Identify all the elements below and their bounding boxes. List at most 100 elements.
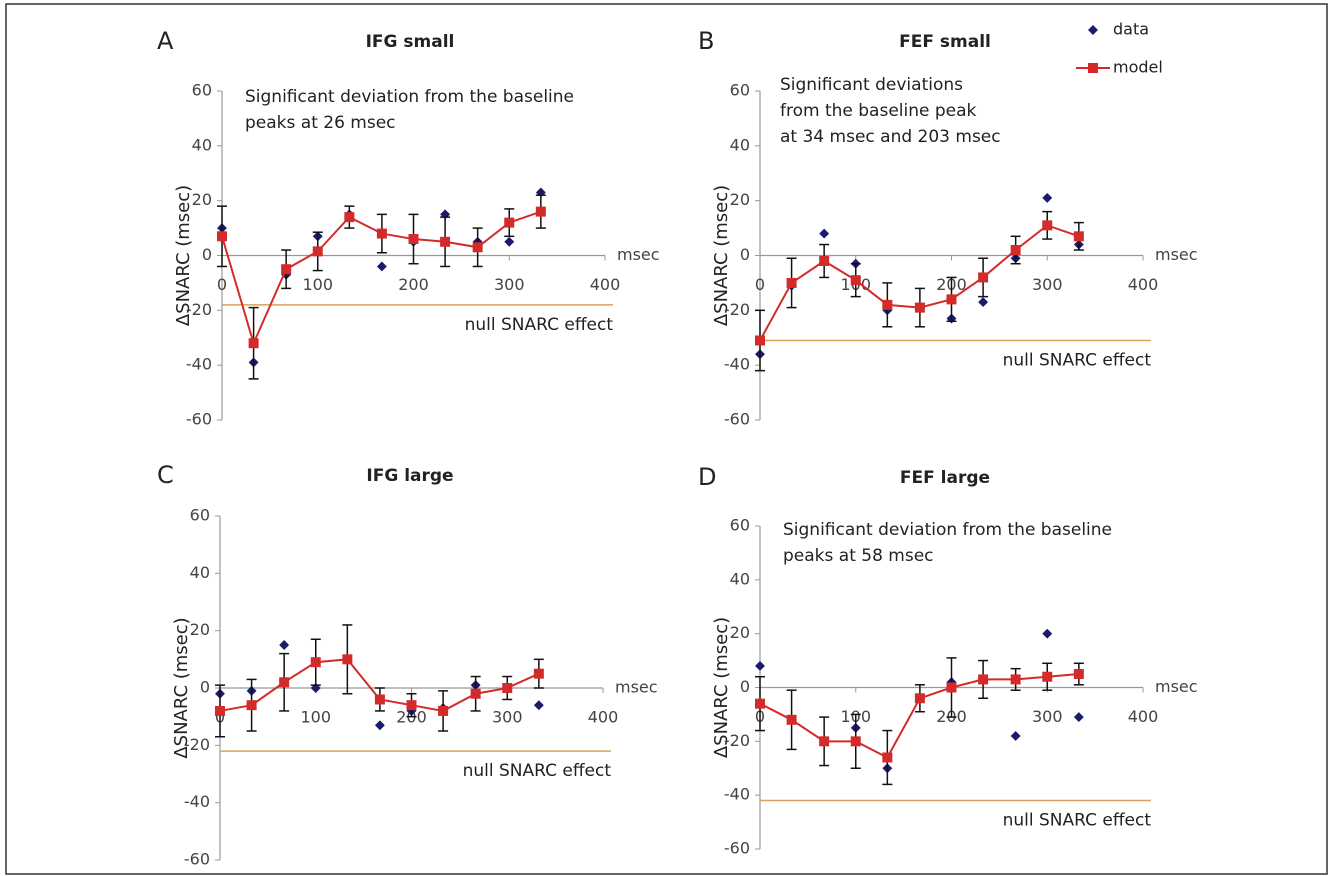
model-point	[978, 272, 989, 283]
panel-title: IFG small	[366, 32, 455, 52]
model-point	[310, 657, 321, 668]
legend-marker	[1088, 25, 1098, 35]
x-tick-label: 400	[590, 275, 621, 294]
data-point	[819, 228, 830, 239]
y-tick-label: 20	[190, 620, 210, 639]
x-tick-label: 200	[398, 275, 429, 294]
model-point	[819, 255, 830, 266]
data-point	[374, 720, 385, 731]
x-axis-label: msec	[1155, 245, 1198, 264]
y-tick-label: -60	[184, 850, 210, 869]
model-point	[533, 668, 544, 679]
x-tick-label: 0	[755, 275, 765, 294]
y-axis-label: ΔSNARC (msec)	[173, 185, 194, 326]
null-label: null SNARC effect	[1003, 350, 1152, 370]
model-point	[312, 246, 323, 257]
model-point	[914, 302, 925, 313]
null-label: null SNARC effect	[463, 761, 612, 781]
model-point	[440, 236, 451, 247]
model-point	[535, 206, 546, 217]
x-tick-label: 400	[1128, 707, 1159, 726]
x-tick-label: 300	[1032, 275, 1063, 294]
panel-letter: C	[157, 461, 174, 489]
x-axis-label: msec	[617, 245, 660, 264]
model-point	[408, 234, 419, 245]
annotation: from the baseline peak	[780, 101, 977, 121]
model-point	[978, 674, 989, 685]
model-point	[504, 217, 515, 228]
y-tick-label: 0	[740, 677, 750, 696]
x-axis-label: msec	[1155, 677, 1198, 696]
y-tick-label: 40	[190, 563, 210, 582]
model-point	[279, 677, 290, 688]
y-axis-label: ΔSNARC (msec)	[171, 617, 192, 758]
y-tick-label: -20	[724, 300, 750, 319]
data-point	[755, 661, 765, 671]
y-tick-label: -60	[186, 410, 212, 429]
x-tick-label: 300	[494, 275, 525, 294]
data-point	[1010, 731, 1021, 741]
legend-marker	[1088, 63, 1098, 73]
y-tick-label: 20	[730, 190, 750, 209]
data-point	[533, 700, 544, 711]
panel-title: IFG large	[366, 466, 453, 486]
model-point	[786, 277, 797, 288]
panel-letter: B	[698, 27, 714, 55]
data-point	[279, 640, 290, 650]
y-tick-label: 20	[192, 190, 212, 209]
data-point	[1042, 628, 1053, 639]
model-point	[281, 264, 292, 275]
model-point	[502, 683, 513, 693]
x-tick-label: 100	[302, 275, 333, 294]
null-label: null SNARC effect	[465, 315, 614, 335]
model-point	[850, 275, 861, 286]
y-tick-label: -20	[724, 731, 750, 750]
y-tick-label: -20	[186, 300, 212, 319]
model-point	[1073, 231, 1084, 242]
model-point	[1042, 220, 1053, 231]
y-tick-label: -40	[724, 355, 750, 374]
annotation: peaks at 26 msec	[245, 113, 396, 133]
y-tick-label: -40	[184, 792, 210, 811]
model-point	[374, 694, 385, 705]
model-point	[786, 714, 797, 725]
model-point	[470, 688, 481, 699]
panel-title: FEF large	[900, 468, 990, 488]
null-label: null SNARC effect	[1003, 811, 1152, 831]
model-point	[755, 698, 765, 709]
data-point	[978, 297, 989, 308]
x-tick-label: 300	[492, 708, 523, 727]
y-axis-label: ΔSNARC (msec)	[711, 185, 732, 326]
frame	[5, 3, 1328, 875]
y-tick-label: 60	[730, 81, 750, 100]
annotation: at 34 msec and 203 msec	[780, 127, 1001, 147]
legend-label: data	[1113, 20, 1149, 39]
model-point	[344, 212, 355, 223]
y-tick-label: 40	[730, 569, 750, 588]
model-point	[946, 294, 957, 305]
y-axis-label: ΔSNARC (msec)	[711, 617, 732, 758]
panel-letter: A	[157, 27, 174, 55]
y-tick-label: 40	[192, 135, 212, 154]
y-tick-label: -60	[724, 410, 750, 429]
data-point	[376, 261, 387, 272]
model-point	[246, 700, 257, 711]
y-tick-label: -20	[184, 735, 210, 754]
x-tick-label: 400	[588, 708, 619, 727]
model-point	[882, 299, 893, 310]
y-tick-label: 60	[190, 506, 210, 525]
model-point	[1042, 671, 1053, 682]
annotation: Significant deviation from the baseline	[245, 87, 574, 107]
panel-title: FEF small	[899, 32, 991, 52]
x-tick-label: 100	[300, 708, 331, 727]
y-tick-label: -60	[724, 839, 750, 858]
model-point	[1010, 674, 1021, 685]
annotation: Significant deviation from the baseline	[783, 520, 1112, 540]
model-point	[850, 736, 861, 747]
y-tick-label: 0	[202, 245, 212, 264]
annotation: Significant deviations	[780, 75, 963, 95]
y-tick-label: 0	[200, 678, 210, 697]
model-point	[755, 335, 765, 346]
